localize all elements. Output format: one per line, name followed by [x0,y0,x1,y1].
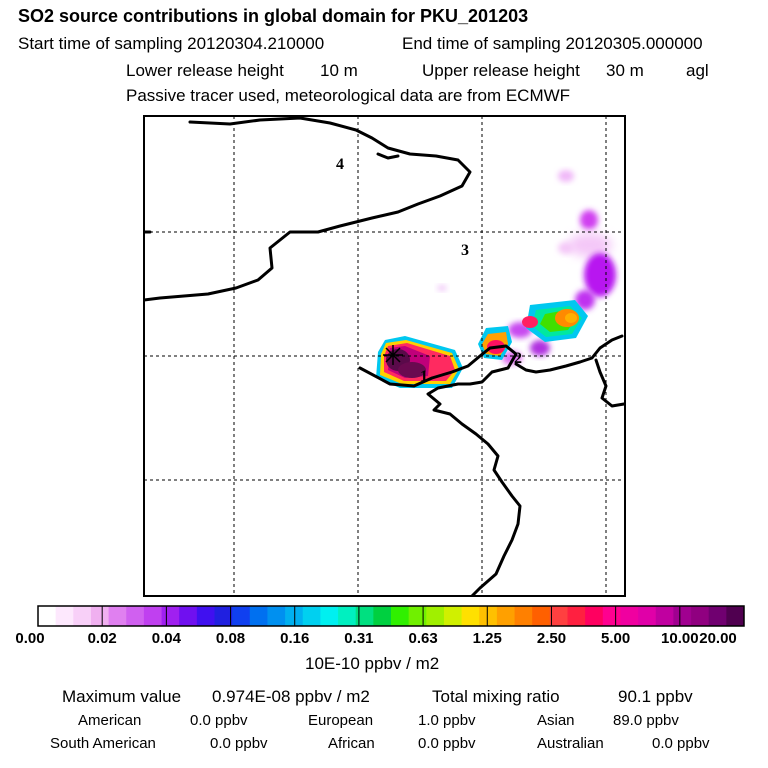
colorbar-cell [126,606,145,626]
colorbar-cell [38,606,57,626]
colorbar-cell [179,606,198,626]
colorbar-tick-label: 0.63 [408,630,438,647]
african-value: 0.0 ppbv [418,735,476,752]
region-label-2: 2 [514,350,522,367]
colorbar-cell [338,606,357,626]
asian-value: 89.0 ppbv [613,712,679,729]
african-label: African [328,735,375,752]
colorbar-tick-label: 2.50 [536,630,567,647]
australian-label: Australian [537,735,604,752]
colorbar-cell [638,606,657,626]
colorbar-cells [38,606,745,626]
european-value: 1.0 ppbv [418,712,476,729]
end-time-label: End time of sampling 20120305.000000 [402,34,703,53]
colorbar-cell [426,606,445,626]
colorbar-dividers [101,606,681,626]
colorbar-cell [373,606,392,626]
start-time-label: Start time of sampling 20120304.210000 [18,34,325,53]
upper-release-unit: agl [686,61,709,80]
colorbar-cell [320,606,339,626]
colorbar-tick-label: 10.00 [661,630,699,647]
colorbar-cell [143,606,162,626]
colorbar-cell [532,606,551,626]
colorbar-frame [37,605,745,627]
colorbar-cell [708,606,727,626]
lower-release-label: Lower release height [126,61,284,80]
south-american-value: 0.0 ppbv [210,735,268,752]
colorbar-cell [90,606,109,626]
coastlines [144,116,625,596]
colorbar-tick-label: 5.00 [601,630,631,647]
colorbar-cell [55,606,74,626]
colorbar-cell [232,606,251,626]
colorbar-cell [726,606,745,626]
colorbar-cell [549,606,568,626]
upper-release-label: Upper release height [422,61,580,80]
colorbar-cell [302,606,321,626]
colorbar-cell [408,606,427,626]
source-marker [383,345,403,365]
european-label: European [308,712,374,729]
colorbar-cell [461,606,480,626]
upper-release-value: 30 m [606,61,644,80]
colorbar-cell [73,606,92,626]
colorbar-cell [514,606,533,626]
colorbar-tick-label: 0.31 [344,630,374,647]
colorbar-tick-label: 0.02 [87,630,117,647]
colorbar-cell [249,606,268,626]
australian-value: 0.0 ppbv [652,735,710,752]
colorbar-cell [567,606,586,626]
colorbar-cell [285,606,304,626]
page-title: SO2 source contributions in global domai… [18,6,529,26]
colorbar-cell [620,606,639,626]
tracer-note: Passive tracer used, meteorological data… [126,86,571,105]
american-label: American [78,712,142,729]
colorbar-cell [496,606,515,626]
asian-label: Asian [537,712,575,729]
colorbar-cell [214,606,233,626]
max-value-label: Maximum value [62,687,182,706]
colorbar-cell [479,606,498,626]
colorbar-tick-label: 20.00 [699,630,737,647]
colorbar-tick-label: 1.25 [472,630,502,647]
max-value: 0.974E-08 ppbv / m2 [212,687,370,706]
total-mixing-label: Total mixing ratio [432,687,560,706]
colorbar-cell [196,606,215,626]
colorbar-tick-label: 0.08 [215,630,246,647]
colorbar-cell [602,606,621,626]
total-mixing-value: 90.1 ppbv [618,687,693,706]
colorbar-tick-label: 0.16 [280,630,310,647]
region-label-3: 3 [461,242,469,259]
colorbar-cell [355,606,374,626]
south-american-label: South American [50,735,156,752]
colorbar-cell [161,606,180,626]
colorbar-cell [691,606,710,626]
american-value: 0.0 ppbv [190,712,248,729]
colorbar-unit: 10E-10 ppbv / m2 [305,654,440,673]
region-label-1: 1 [420,368,428,385]
map-frame [143,115,626,597]
colorbar-cell [585,606,604,626]
colorbar-tick-label: 0.04 [151,630,181,647]
colorbar-cell [391,606,410,626]
colorbar-tick-label: 0.00 [15,630,45,647]
colorbar-cell [673,606,692,626]
colorbar-cell [655,606,674,626]
colorbar-cell [267,606,286,626]
colorbar-cell [108,606,127,626]
region-label-4: 4 [336,156,344,173]
lower-release-value: 10 m [320,61,358,80]
colorbar-cell [443,606,462,626]
